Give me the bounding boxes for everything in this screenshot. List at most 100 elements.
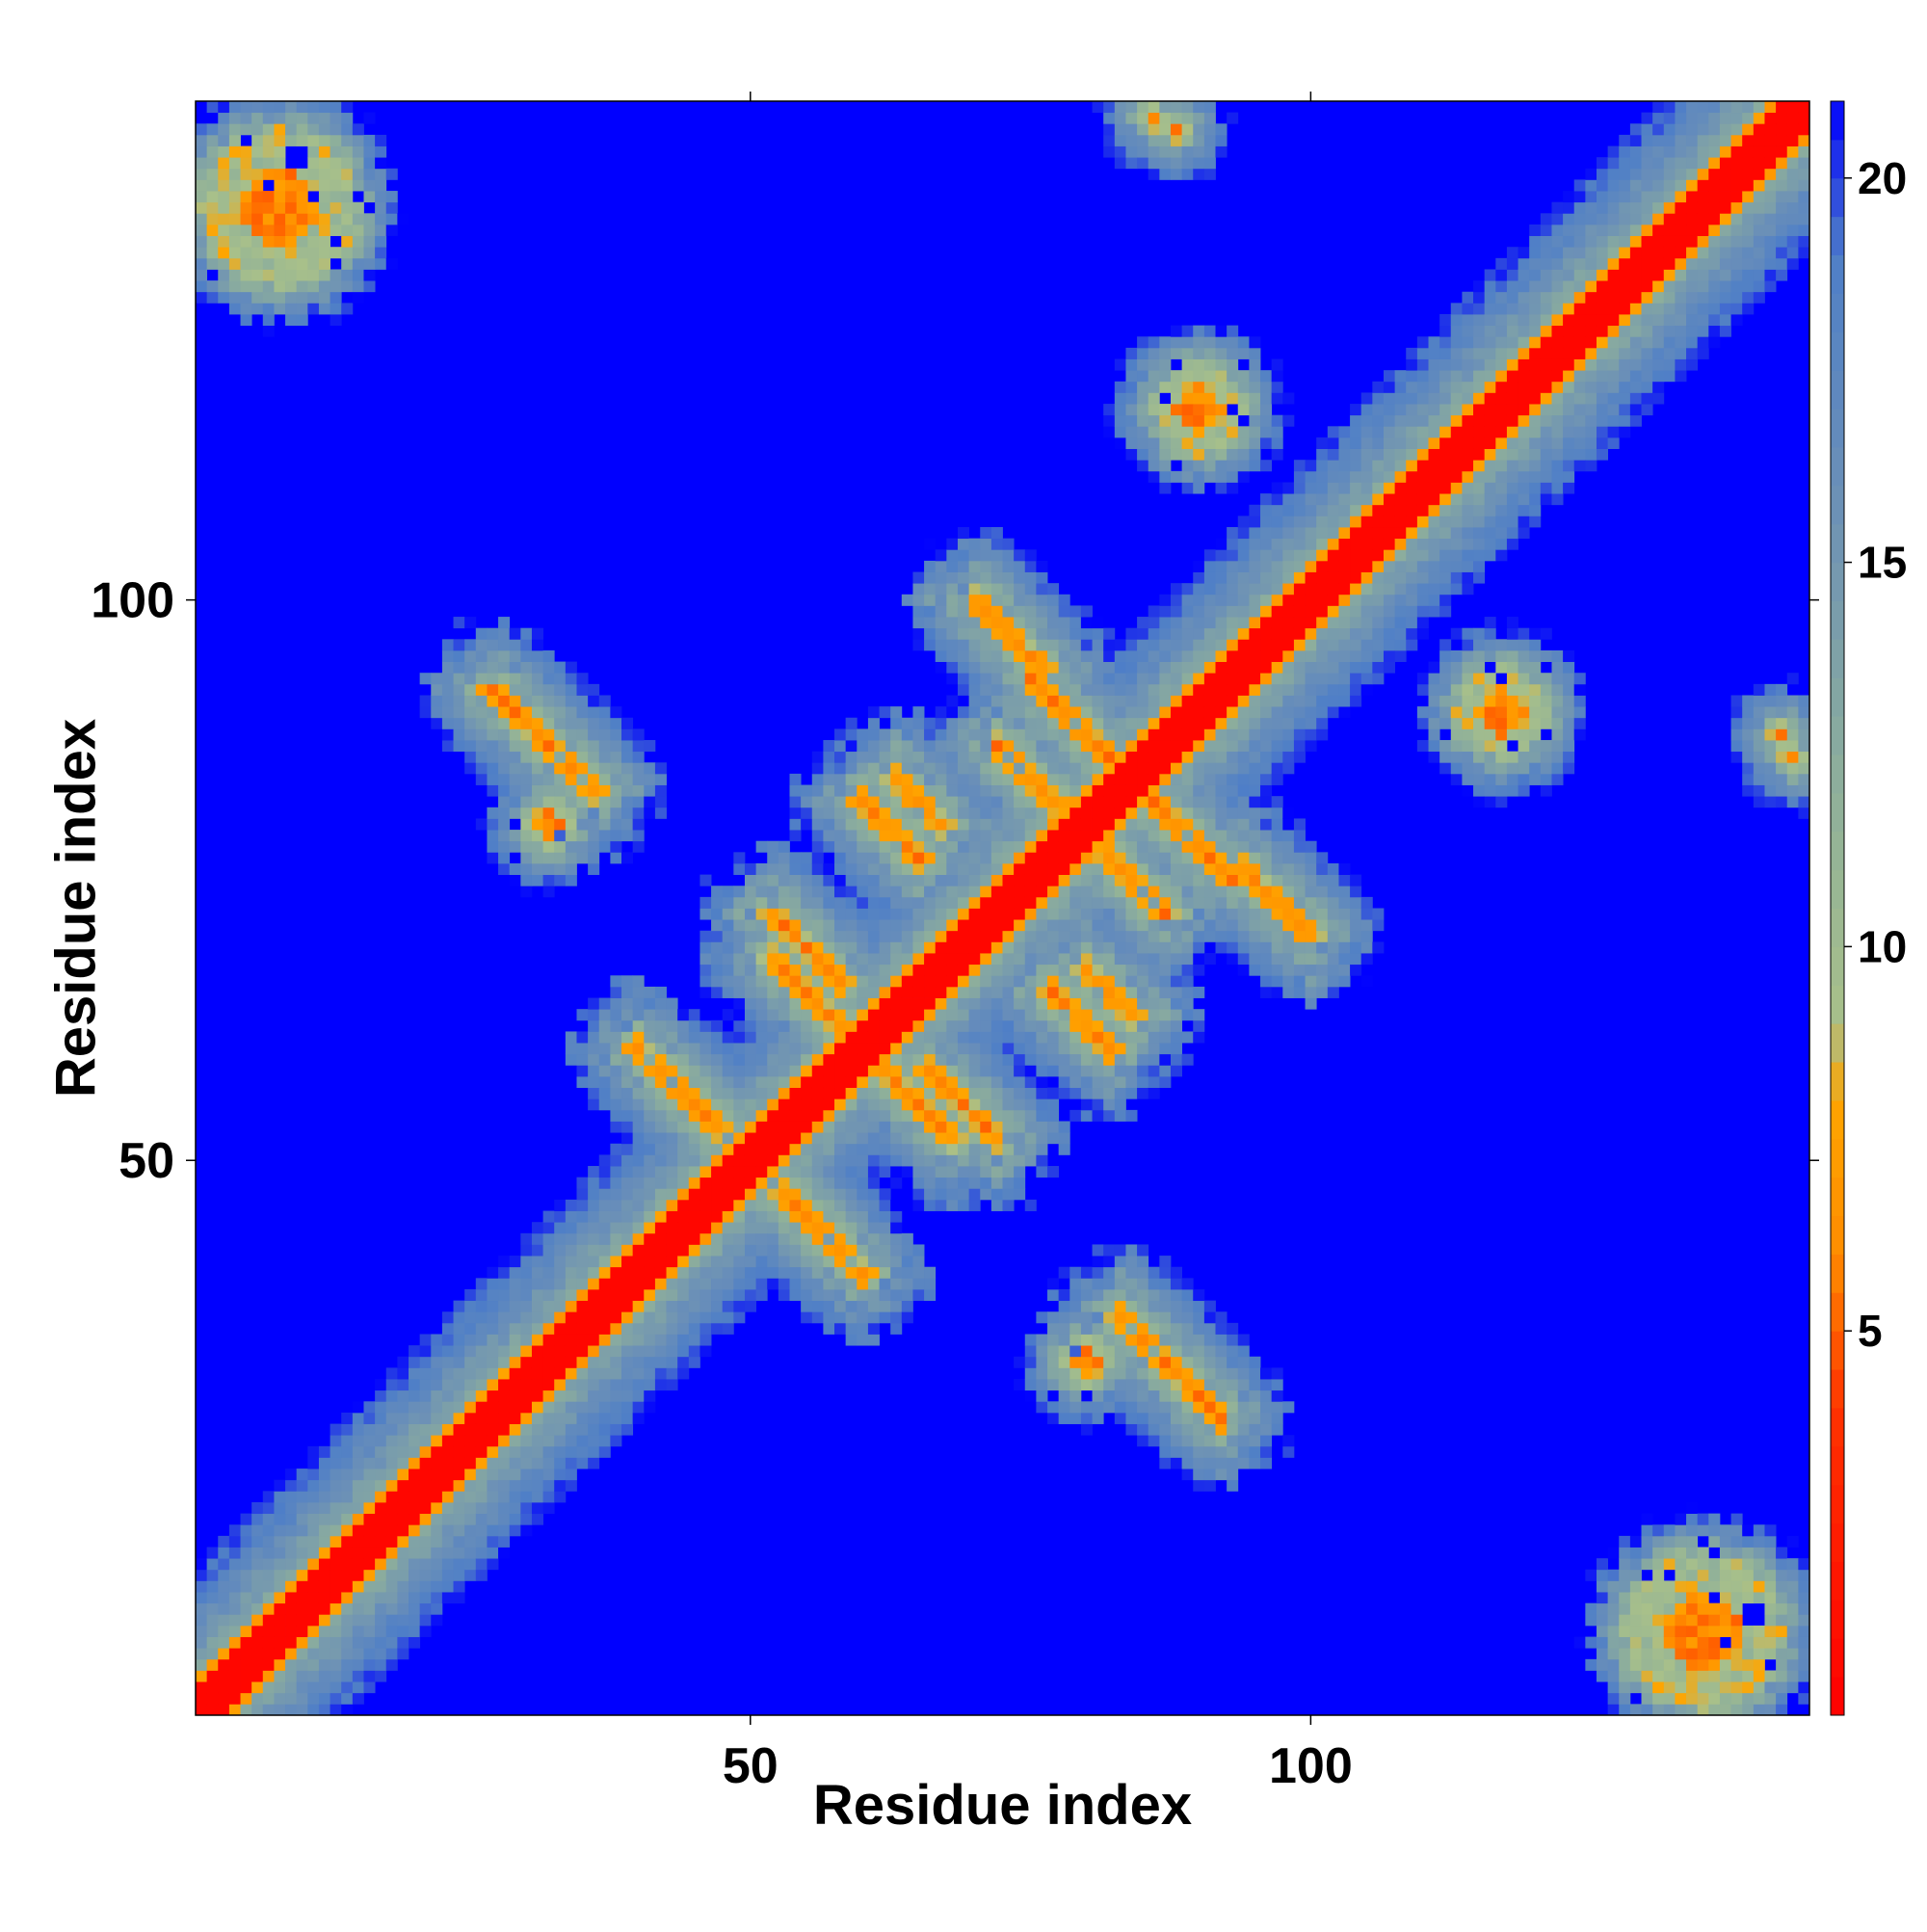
heatmap-cell <box>1092 886 1104 898</box>
heatmap-cell <box>542 1445 555 1458</box>
heatmap-cell <box>1148 347 1160 359</box>
heatmap-cell <box>464 649 477 662</box>
heatmap-cell <box>341 191 354 203</box>
heatmap-cell <box>409 1535 421 1548</box>
heatmap-cell <box>509 1491 521 1503</box>
heatmap-cell <box>744 1288 756 1302</box>
heatmap-cell <box>363 235 376 248</box>
heatmap-cell <box>475 1547 488 1559</box>
heatmap-cell <box>688 1210 700 1223</box>
heatmap-cell <box>1103 874 1116 887</box>
heatmap-cell <box>1181 818 1194 831</box>
heatmap-cell <box>688 1098 700 1111</box>
heatmap-cell <box>912 796 925 808</box>
heatmap-cell <box>1227 381 1239 393</box>
heatmap-cell <box>1227 1457 1239 1469</box>
heatmap-cell <box>1148 605 1160 618</box>
heatmap-cell <box>711 1232 724 1245</box>
heatmap-cell <box>946 941 959 954</box>
heatmap-cell <box>654 1075 667 1089</box>
heatmap-cell <box>711 1154 724 1167</box>
heatmap-cell <box>688 1166 700 1178</box>
heatmap-cell <box>811 886 824 898</box>
heatmap-cell <box>1080 852 1093 864</box>
heatmap-cell <box>1114 751 1126 763</box>
heatmap-cell <box>632 1166 645 1178</box>
heatmap-cell <box>968 683 981 696</box>
heatmap-cell <box>654 1065 667 1077</box>
heatmap-cell <box>318 291 330 304</box>
heatmap-cell <box>509 1288 521 1302</box>
heatmap-cell <box>834 1210 847 1223</box>
heatmap-cell <box>498 1256 511 1268</box>
heatmap-cell <box>1181 762 1194 775</box>
heatmap-cell <box>262 1524 275 1537</box>
heatmap-cell <box>588 1435 600 1447</box>
heatmap-cell <box>1159 997 1172 1010</box>
heatmap-cell <box>1014 919 1026 932</box>
heatmap-cell <box>767 1053 779 1066</box>
heatmap-cell <box>206 1592 219 1604</box>
heatmap-cell <box>1114 1031 1126 1044</box>
heatmap-cell <box>1159 953 1172 966</box>
heatmap-cell <box>744 1232 756 1245</box>
heatmap-cell <box>1215 594 1227 606</box>
heatmap-cell <box>1103 1334 1116 1346</box>
heatmap-cell <box>1227 706 1239 719</box>
heatmap-cell <box>1092 1043 1104 1055</box>
heatmap-cell <box>990 953 1003 966</box>
heatmap-cell <box>542 1457 555 1469</box>
heatmap-cell <box>1227 112 1239 124</box>
heatmap-cell <box>520 1300 533 1312</box>
heatmap-cell <box>857 1210 869 1223</box>
heatmap-cell <box>1159 448 1172 461</box>
heatmap-cell <box>644 1210 656 1223</box>
heatmap-cell <box>419 1558 432 1571</box>
heatmap-cell <box>845 1222 858 1234</box>
heatmap-cell <box>767 896 779 909</box>
heatmap-cell <box>240 314 252 327</box>
heatmap-cell <box>318 1457 330 1469</box>
heatmap-cell <box>1114 1300 1126 1312</box>
heatmap-cell <box>879 706 891 719</box>
heatmap-cell <box>823 896 835 909</box>
heatmap-cell <box>1237 717 1250 729</box>
heatmap-cell <box>1271 617 1283 629</box>
heatmap-cell <box>1227 370 1239 383</box>
heatmap-cell <box>598 1356 611 1368</box>
heatmap-cell <box>1148 470 1160 483</box>
heatmap-cell <box>464 1479 477 1492</box>
heatmap-cell <box>441 1580 454 1593</box>
heatmap-cell <box>1237 549 1250 562</box>
heatmap-cell <box>924 997 937 1010</box>
heatmap-cell <box>363 1501 376 1515</box>
heatmap-cell <box>1271 560 1283 572</box>
heatmap-cell <box>542 1469 555 1481</box>
heatmap-cell <box>654 1266 667 1279</box>
heatmap-cell <box>318 1636 330 1649</box>
heatmap-cell <box>1002 583 1015 595</box>
heatmap-cell <box>811 1043 824 1055</box>
heatmap-cell <box>867 1210 880 1223</box>
heatmap-cell <box>1215 762 1227 775</box>
heatmap-cell <box>307 112 320 124</box>
heatmap-cell <box>1203 762 1216 775</box>
heatmap-cell <box>285 224 298 236</box>
heatmap-cell <box>375 1614 387 1627</box>
heatmap-cell <box>1203 627 1216 640</box>
heatmap-cell <box>879 1075 891 1089</box>
heatmap-cell <box>1249 538 1261 550</box>
heatmap-cell <box>857 953 869 966</box>
heatmap-cell <box>1215 695 1227 707</box>
heatmap-cell <box>1193 683 1205 696</box>
heatmap-cell <box>1293 818 1306 831</box>
heatmap-cell <box>1181 168 1194 180</box>
heatmap-cell <box>755 1009 768 1021</box>
heatmap-cell <box>341 1535 354 1548</box>
heatmap-cell <box>644 1334 656 1346</box>
heatmap-cell <box>946 627 959 640</box>
heatmap-cell <box>621 1154 634 1167</box>
heatmap-cell <box>318 146 330 158</box>
heatmap-cell <box>341 1524 354 1537</box>
heatmap-cell <box>1193 941 1205 954</box>
